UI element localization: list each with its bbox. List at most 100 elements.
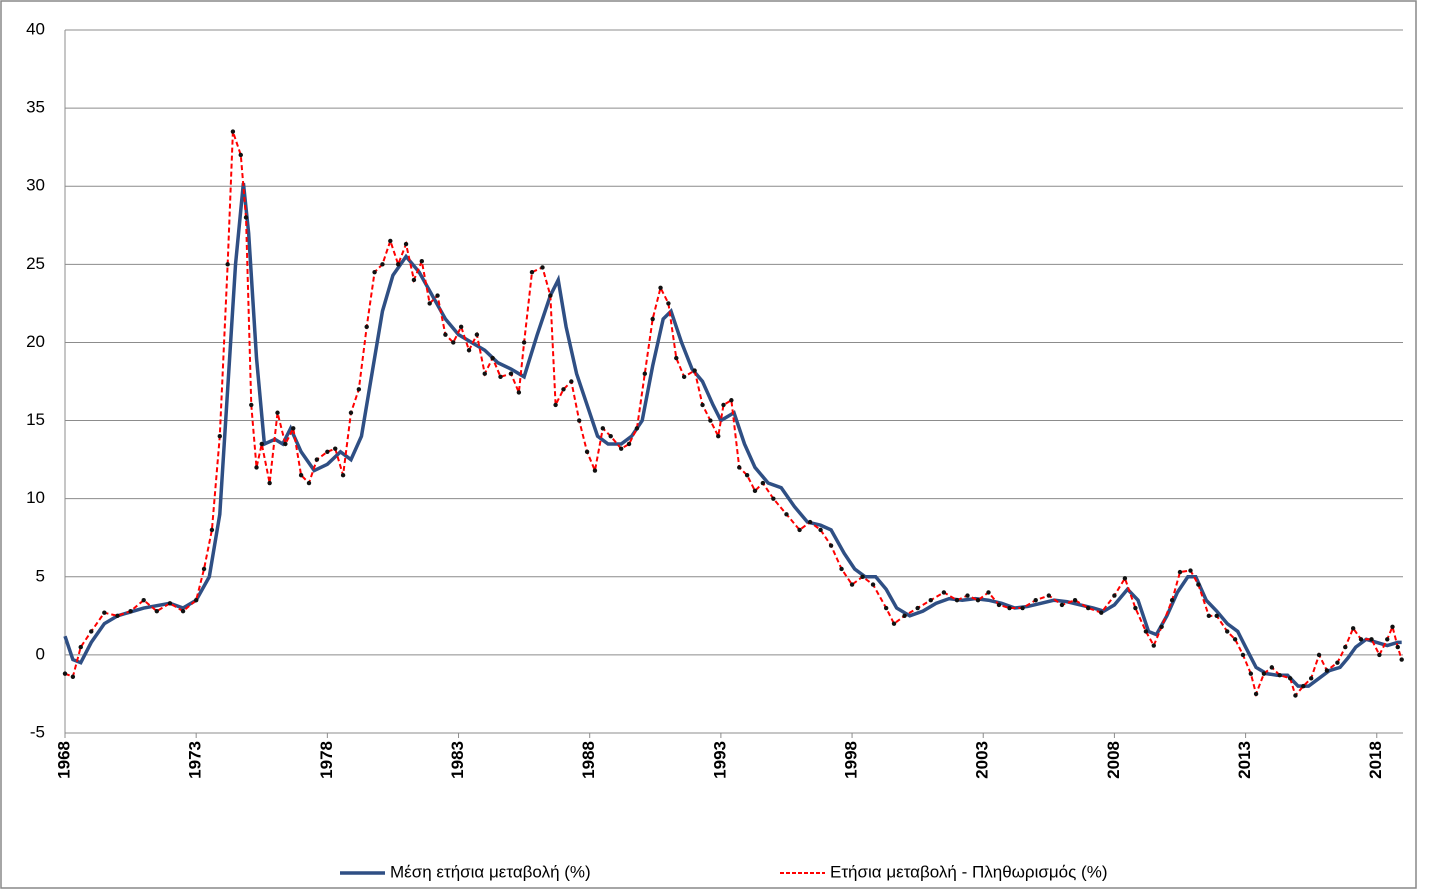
- series-marker: [1269, 665, 1275, 670]
- series-marker: [784, 512, 789, 517]
- series-marker: [395, 262, 401, 267]
- series-marker: [372, 269, 377, 275]
- series-marker: [915, 605, 920, 611]
- series-marker: [752, 488, 758, 494]
- series-marker: [1377, 652, 1382, 658]
- y-tick-label: 40: [26, 19, 45, 38]
- series-marker: [451, 340, 456, 345]
- series-marker: [569, 379, 574, 384]
- series-marker: [729, 398, 734, 403]
- series-marker: [1112, 593, 1117, 598]
- series-marker: [708, 418, 713, 423]
- series-marker: [818, 527, 823, 533]
- series-marker: [1324, 668, 1330, 673]
- series-marker: [102, 610, 107, 615]
- series-marker: [193, 598, 199, 603]
- series-marker: [209, 527, 215, 533]
- series-marker: [180, 608, 186, 614]
- series-marker: [1059, 602, 1065, 608]
- series-marker: [243, 215, 249, 220]
- series-marker: [89, 629, 94, 634]
- series-marker: [1072, 598, 1078, 603]
- series-marker: [259, 441, 264, 447]
- series-marker: [380, 262, 385, 267]
- series-marker: [115, 613, 120, 619]
- series-marker: [1240, 652, 1246, 658]
- series-marker: [986, 590, 991, 595]
- series-marker: [721, 402, 726, 408]
- series-marker: [1232, 637, 1238, 642]
- series-marker: [737, 465, 742, 470]
- series-marker: [128, 608, 133, 614]
- series-marker: [466, 348, 472, 353]
- series-marker: [807, 519, 813, 525]
- series-marker: [1085, 605, 1091, 611]
- legend-label: Μέση ετήσια μεταβολή (%): [390, 862, 591, 881]
- series-marker: [716, 433, 721, 439]
- y-tick-label: 30: [26, 176, 45, 195]
- series-marker: [1343, 644, 1348, 650]
- series-marker: [561, 387, 566, 392]
- series-marker: [443, 332, 448, 337]
- y-tick-label: 25: [26, 254, 45, 273]
- series-marker: [325, 449, 330, 454]
- series-marker: [283, 441, 288, 447]
- series-marker: [1214, 613, 1219, 619]
- series-line: [63, 182, 1402, 688]
- series-marker: [797, 527, 802, 533]
- series-marker: [62, 671, 68, 676]
- series-marker: [267, 480, 272, 486]
- series-marker: [1099, 610, 1104, 615]
- series-marker: [249, 402, 254, 408]
- series-marker: [1188, 568, 1193, 573]
- series-marker: [225, 262, 230, 267]
- series-marker: [975, 598, 981, 603]
- series-marker: [553, 402, 558, 408]
- series-marker: [458, 324, 464, 330]
- x-tick-label: 1968: [54, 741, 73, 779]
- series-marker: [1253, 691, 1259, 697]
- series-marker: [965, 593, 970, 598]
- series-marker: [474, 332, 480, 337]
- series-marker: [692, 368, 697, 373]
- series-marker: [167, 601, 173, 606]
- series-marker: [1046, 593, 1052, 598]
- x-tick-label: 1993: [710, 741, 729, 779]
- series-marker: [1159, 624, 1164, 629]
- series-marker: [254, 465, 259, 470]
- series-marker: [1122, 576, 1128, 581]
- series-marker: [154, 608, 160, 614]
- series-marker: [78, 644, 83, 650]
- series-marker: [201, 566, 207, 572]
- series-marker: [217, 433, 222, 439]
- series-marker: [498, 374, 503, 380]
- series-marker: [1033, 598, 1038, 603]
- series-marker: [1293, 693, 1298, 698]
- series-marker: [1316, 652, 1322, 658]
- series-marker: [340, 473, 346, 478]
- series-marker: [435, 293, 440, 298]
- series-marker: [1007, 605, 1012, 611]
- series-marker: [681, 374, 687, 380]
- series-marker: [1350, 626, 1356, 631]
- y-tick-label: 20: [26, 332, 45, 351]
- series-marker: [141, 598, 146, 603]
- series-marker: [870, 582, 876, 587]
- series-marker: [238, 152, 243, 158]
- series-marker: [928, 598, 933, 603]
- series-marker: [1143, 629, 1149, 634]
- series-marker: [1196, 582, 1201, 587]
- series-marker: [1177, 569, 1183, 575]
- series-marker: [1390, 624, 1395, 629]
- series-marker: [529, 269, 535, 275]
- series-marker: [230, 129, 236, 134]
- series-marker: [388, 238, 393, 244]
- series-marker: [314, 457, 320, 462]
- series-marker: [1277, 672, 1282, 678]
- series-marker: [860, 574, 865, 579]
- series-marker: [600, 426, 606, 431]
- y-tick-label: -5: [30, 722, 45, 741]
- series-marker: [954, 598, 960, 603]
- series-marker: [306, 480, 312, 486]
